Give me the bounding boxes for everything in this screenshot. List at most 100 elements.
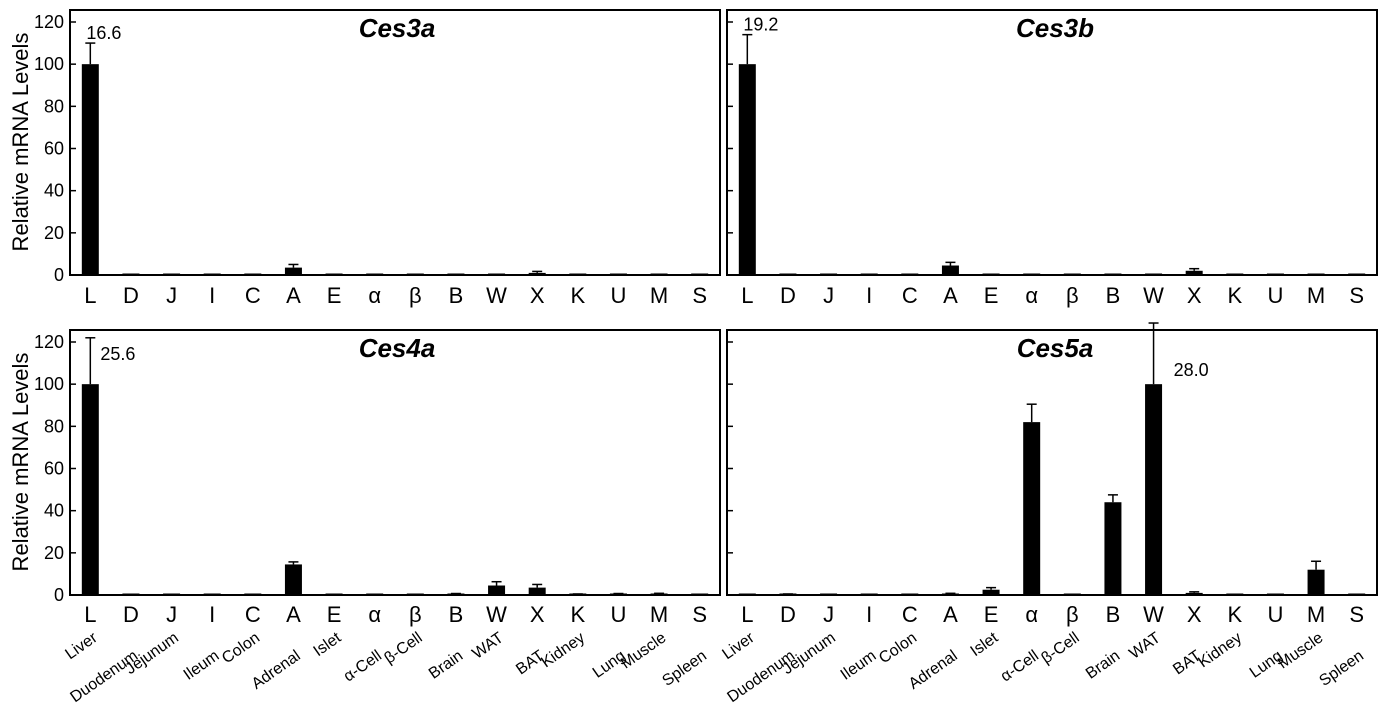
- category-label: β: [1066, 283, 1079, 308]
- tissue-name-label: Islet: [311, 629, 345, 660]
- tissue-name-label: Liver: [62, 629, 101, 663]
- bar: [122, 273, 140, 275]
- category-label: W: [1143, 602, 1164, 627]
- category-label: L: [84, 283, 96, 308]
- panel-title: Ces5a: [1017, 333, 1094, 363]
- plot-frame: [726, 329, 1378, 596]
- bar: [366, 273, 384, 275]
- full-tissue-names-left: LiverDuodenumJejunumIleumColonAdrenalIsl…: [62, 629, 710, 706]
- category-label: β: [409, 283, 422, 308]
- bar: [860, 273, 878, 275]
- category-label: J: [166, 283, 177, 308]
- bar: [1307, 273, 1325, 275]
- bar: [122, 593, 140, 595]
- bar: [163, 593, 181, 595]
- bar: [650, 593, 668, 595]
- y-tick-label: 20: [44, 223, 64, 243]
- tissue-name-label: Ileum: [838, 647, 880, 683]
- full-tissue-names-right: LiverDuodenumJejunumIleumColonAdrenalIsl…: [719, 629, 1367, 706]
- bar: [569, 273, 587, 275]
- bar: [1023, 273, 1041, 275]
- category-label: C: [245, 283, 261, 308]
- y-tick-label: 20: [44, 543, 64, 563]
- bar: [406, 273, 424, 275]
- category-label: A: [286, 602, 301, 627]
- category-label: L: [741, 283, 753, 308]
- y-tick-label: 100: [34, 374, 64, 394]
- category-label: M: [1307, 602, 1325, 627]
- category-label: K: [570, 283, 585, 308]
- tissue-name-label: Adrenal: [906, 647, 961, 693]
- y-tick-label: 80: [44, 416, 64, 436]
- category-label: I: [866, 602, 872, 627]
- category-label: α: [1025, 283, 1038, 308]
- tissue-name-label: WAT: [1126, 629, 1164, 662]
- category-label: A: [286, 283, 301, 308]
- bar: [244, 593, 262, 595]
- tissue-name-label: Kidney: [538, 629, 588, 671]
- category-label: E: [984, 602, 999, 627]
- tissue-name-label: Colon: [876, 629, 920, 667]
- bar: [203, 273, 221, 275]
- tissue-name-label: Muscle: [618, 629, 669, 672]
- y-tick-label: 40: [44, 501, 64, 521]
- y-axis-label-bottom: Relative mRNA Levels: [8, 353, 33, 572]
- y-tick-label: 0: [54, 585, 64, 605]
- category-label: K: [1227, 283, 1242, 308]
- tissue-name-label: Brain: [1083, 647, 1123, 682]
- tissue-name-label: Brain: [426, 647, 466, 682]
- category-label: J: [823, 602, 834, 627]
- y-tick-label: 120: [34, 12, 64, 32]
- category-label: W: [486, 602, 507, 627]
- bar: [1104, 273, 1122, 275]
- category-label: K: [570, 602, 585, 627]
- bar: [528, 587, 546, 595]
- category-label: U: [1267, 283, 1283, 308]
- category-label: S: [1349, 602, 1364, 627]
- bar: [982, 273, 1000, 275]
- category-label: K: [1227, 602, 1242, 627]
- category-label: D: [780, 602, 796, 627]
- bar: [1104, 502, 1122, 595]
- category-label: C: [902, 283, 918, 308]
- tissue-name-label: Spleen: [1316, 647, 1367, 690]
- bar: [1063, 273, 1081, 275]
- bar: [779, 273, 797, 275]
- tissue-name-label: Adrenal: [249, 647, 304, 693]
- tissue-name-label: α-Cell: [998, 647, 1042, 685]
- category-label: W: [1143, 283, 1164, 308]
- bar: [1266, 593, 1284, 595]
- error-annotation: 16.6: [86, 23, 121, 43]
- category-label: W: [486, 283, 507, 308]
- category-label: C: [902, 602, 918, 627]
- category-label: B: [1106, 602, 1121, 627]
- category-label: D: [123, 602, 139, 627]
- bar: [325, 593, 343, 595]
- bar: [1023, 422, 1041, 595]
- bar: [1145, 273, 1163, 275]
- category-label: C: [245, 602, 261, 627]
- bar: [1307, 569, 1325, 595]
- category-label: E: [984, 283, 999, 308]
- y-tick-label: 80: [44, 96, 64, 116]
- category-label: β: [409, 602, 422, 627]
- bar: [163, 273, 181, 275]
- bar: [244, 273, 262, 275]
- category-label: U: [1267, 602, 1283, 627]
- bar: [982, 589, 1000, 595]
- category-label: M: [650, 602, 668, 627]
- bar: [203, 593, 221, 595]
- bar: [1348, 273, 1366, 275]
- y-tick-label: 120: [34, 332, 64, 352]
- category-label: I: [209, 283, 215, 308]
- tissue-name-label: WAT: [469, 629, 507, 662]
- y-axis-label-top: Relative mRNA Levels: [8, 33, 33, 252]
- category-label: J: [823, 283, 834, 308]
- category-label: L: [84, 602, 96, 627]
- category-label: L: [741, 602, 753, 627]
- error-annotation: 19.2: [743, 15, 778, 35]
